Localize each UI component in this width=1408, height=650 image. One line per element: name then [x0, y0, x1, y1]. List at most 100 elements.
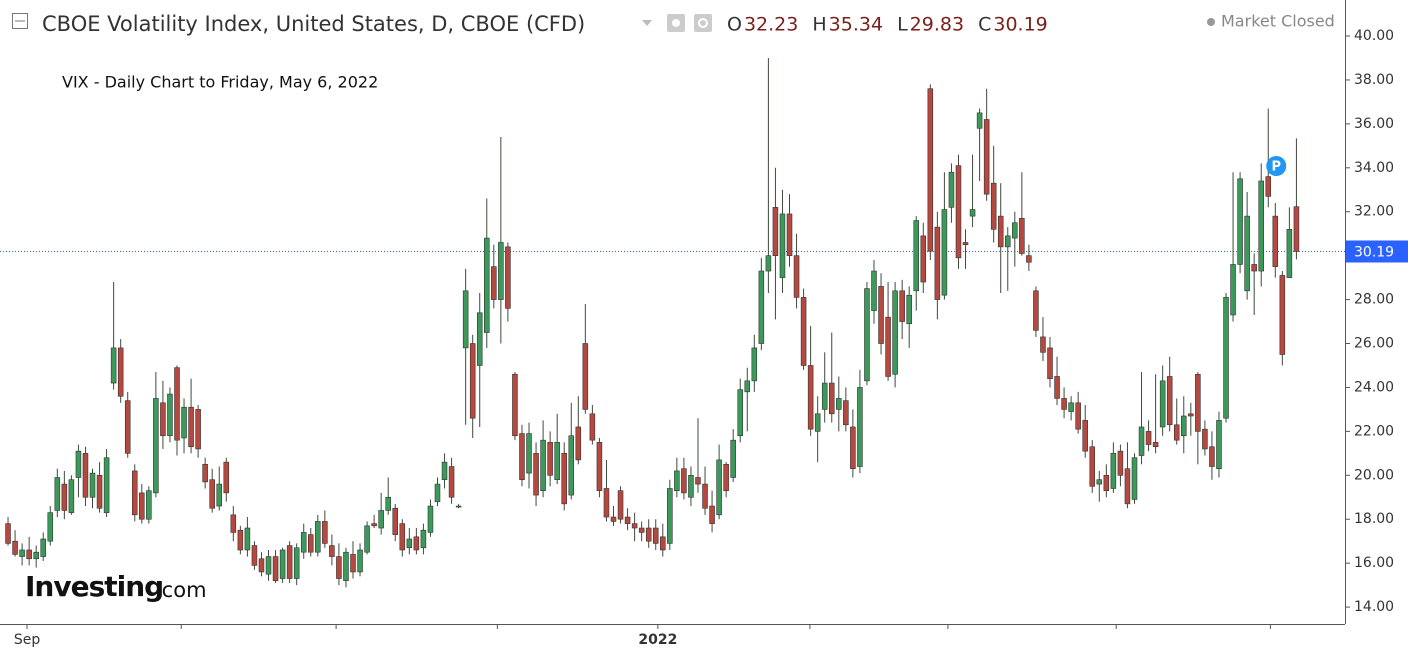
candle-body [491, 266, 497, 300]
candle-body [695, 477, 701, 485]
candle-body [652, 527, 659, 544]
candle-body [68, 479, 75, 513]
y-tick-label: 40.00 [1354, 28, 1394, 44]
candle-body [110, 347, 117, 384]
logo-suffix: .com [155, 578, 207, 602]
candle-body [174, 367, 180, 441]
candle-body [793, 255, 800, 298]
candle-body [131, 470, 138, 516]
candle-body [1188, 413, 1194, 417]
ohlc-label: L [897, 14, 908, 36]
candle-body [575, 426, 582, 461]
candle-body [589, 413, 596, 441]
candle-body [744, 380, 751, 393]
candle-body [821, 382, 828, 410]
candle-body [167, 393, 173, 437]
candle-body [244, 527, 251, 551]
candle-body [1145, 431, 1152, 445]
candle-body [864, 288, 870, 382]
candle-body [441, 461, 448, 480]
candle-body [223, 461, 230, 494]
candle-body [1272, 215, 1279, 267]
y-tick-label: 24.00 [1354, 379, 1394, 395]
candle-body [469, 343, 476, 419]
candle-body [89, 472, 96, 498]
y-tick-label: 38.00 [1354, 72, 1394, 88]
candle-body [82, 453, 89, 498]
candle-body [371, 523, 377, 527]
candle-body [33, 551, 39, 560]
candle-body [807, 365, 814, 430]
candle-body [927, 88, 934, 252]
x-tick-label: 2022 [638, 632, 677, 648]
candle-body [603, 488, 610, 518]
y-tick-label: 34.00 [1354, 160, 1394, 176]
candle-body [40, 538, 46, 557]
candle-body [948, 171, 955, 208]
candle-body [357, 549, 363, 573]
candle-body [674, 470, 680, 491]
candle-body [1279, 275, 1286, 355]
candle-body [702, 483, 708, 509]
candle-body [1005, 235, 1011, 248]
candle-body [857, 387, 863, 467]
candle-body [265, 556, 272, 575]
chart-title: CBOE Volatility Index, United States, D,… [42, 12, 585, 36]
settings-icon[interactable] [694, 14, 712, 32]
candle-body [1040, 336, 1046, 353]
candle-body [434, 483, 441, 502]
candle-body [484, 237, 490, 333]
candle-body [751, 347, 758, 382]
candle-body [1103, 475, 1110, 491]
y-tick-label: 22.00 [1354, 423, 1394, 439]
candle-body [955, 165, 962, 259]
candle-body [716, 459, 722, 516]
candle-body [610, 516, 617, 522]
y-tick-label: 18.00 [1354, 511, 1394, 527]
candle-body [828, 382, 835, 415]
ohlc-label: O [727, 14, 742, 36]
candle-body [26, 549, 32, 560]
candle-body [1265, 176, 1272, 197]
candle-body [772, 207, 779, 256]
candle-body [1110, 453, 1117, 489]
candle-body [1089, 446, 1096, 487]
candle-body [406, 538, 413, 549]
candle-body [976, 112, 983, 129]
price-label: 30.19 [1354, 244, 1394, 260]
candle-body [399, 523, 406, 551]
candle-body [54, 477, 61, 511]
plot [0, 57, 1345, 588]
candle-body [350, 554, 356, 573]
candle-body [1293, 206, 1300, 252]
candle-body [547, 442, 553, 476]
candle-body [645, 527, 652, 542]
y-tick-label: 36.00 [1354, 116, 1394, 132]
candle-body [5, 523, 11, 544]
candle-body [315, 521, 321, 553]
candle-body [237, 529, 244, 551]
candle-body [1012, 222, 1018, 239]
candle-body [906, 294, 912, 325]
candle-body [272, 556, 279, 582]
candle-body [19, 549, 25, 557]
candle-body [582, 343, 589, 410]
candle-body [420, 529, 427, 549]
dropdown-caret[interactable] [642, 20, 652, 26]
candle-body [786, 213, 793, 256]
candle-body [153, 398, 159, 494]
candle-body [117, 347, 124, 397]
candle-body [561, 453, 567, 505]
candle-body [61, 483, 68, 511]
annotation: VIX - Daily Chart to Friday, May 6, 2022 [62, 73, 378, 92]
candle-body [286, 545, 293, 579]
candle-body [498, 242, 504, 300]
candle-body [983, 119, 990, 195]
y-tick-label: 32.00 [1354, 204, 1394, 220]
candle-body [216, 483, 223, 507]
collapse-icon[interactable] [12, 13, 28, 29]
candle-body [709, 505, 715, 524]
candle-body [1152, 442, 1159, 448]
candle-body [758, 270, 765, 344]
